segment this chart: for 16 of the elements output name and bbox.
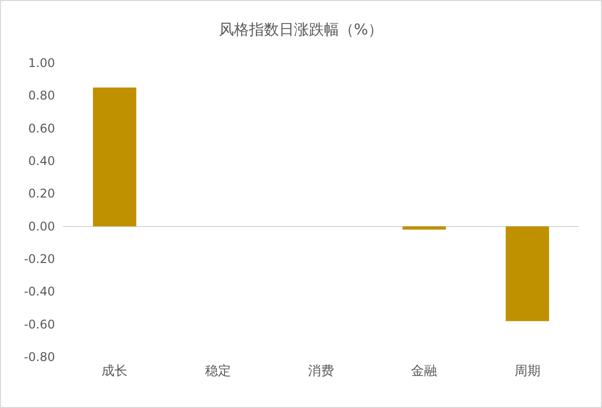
y-tick-label: -0.80 — [24, 350, 55, 364]
x-tick-label: 消费 — [308, 364, 334, 379]
y-tick-label: 0.40 — [28, 154, 55, 168]
y-tick-label: 1.00 — [28, 56, 55, 70]
x-tick-label: 成长 — [102, 364, 128, 379]
y-tick-label: -0.20 — [24, 252, 55, 266]
y-tick-label: 0.20 — [28, 186, 55, 201]
y-tick-label: 0.00 — [28, 219, 55, 234]
y-tick-label: -0.40 — [24, 284, 55, 299]
x-tick-label: 周期 — [514, 364, 540, 379]
x-tick-label: 金融 — [411, 364, 438, 379]
x-tick-label: 稳定 — [204, 364, 231, 379]
chart-title: 风格指数日涨跌幅（%） — [218, 20, 384, 38]
y-tick-label: 0.80 — [28, 88, 55, 103]
y-tick-label: -0.60 — [24, 317, 55, 332]
y-tick-label: 0.60 — [28, 121, 55, 136]
